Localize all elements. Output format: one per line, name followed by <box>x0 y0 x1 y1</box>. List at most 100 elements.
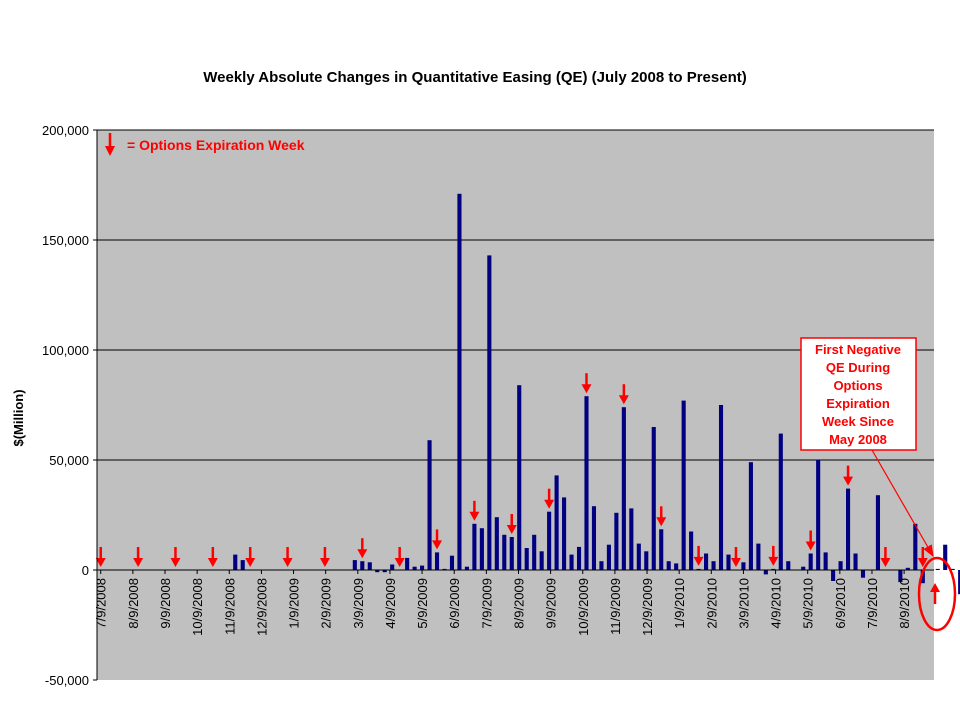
bar <box>718 405 724 570</box>
expiration-arrow <box>506 514 517 534</box>
x-tick-label: 1/9/2010 <box>672 578 687 629</box>
bar <box>763 570 768 575</box>
legend: = Options Expiration Week <box>105 133 305 156</box>
bar <box>591 506 597 570</box>
annotation-line-6: May 2008 <box>829 432 887 447</box>
x-tick-label: 6/9/2009 <box>447 578 462 629</box>
bar <box>434 552 440 570</box>
expiration-arrow <box>394 547 405 567</box>
expiration-markers <box>95 373 940 604</box>
expiration-arrow <box>544 488 555 509</box>
expiration-arrow <box>730 547 741 567</box>
x-tick-labels: 7/9/2008 8/9/2008 9/9/2008 10/9/2008 11/9/20… <box>94 570 912 636</box>
bar <box>494 517 499 570</box>
x-tick-label: 12/9/2008 <box>254 578 269 636</box>
x-tick-label: 8/9/2008 <box>126 578 141 629</box>
bar <box>412 566 417 570</box>
x-tick-label: 3/9/2010 <box>736 578 751 629</box>
expiration-arrow <box>469 500 480 521</box>
bar <box>689 531 694 570</box>
bar <box>382 570 387 573</box>
x-tick-label: 11/9/2009 <box>608 578 623 635</box>
bar <box>696 568 701 570</box>
bar <box>562 497 567 570</box>
bar <box>449 555 455 570</box>
x-tick-label: 5/9/2010 <box>801 578 816 629</box>
x-tick-label: 9/9/2009 <box>544 578 559 629</box>
expiration-arrow <box>245 547 256 567</box>
bar <box>846 488 851 570</box>
bar <box>905 567 910 570</box>
y-tick-label: 200,000 <box>42 123 89 138</box>
bar <box>599 561 604 570</box>
expiration-arrow <box>618 384 629 405</box>
annotation-line-1: First Negative <box>815 342 901 357</box>
bar <box>666 561 671 570</box>
x-tick-label: 4/9/2009 <box>383 578 398 629</box>
bar <box>838 561 843 570</box>
bar <box>509 537 514 570</box>
bar <box>606 544 611 570</box>
bar <box>390 564 395 570</box>
bar <box>442 568 447 570</box>
x-tick-label: 10/9/2009 <box>576 578 591 636</box>
bar <box>457 193 462 571</box>
bar <box>943 544 948 570</box>
bar <box>464 566 469 570</box>
expiration-arrow <box>805 530 816 551</box>
bar <box>554 475 559 570</box>
y-tick-label: 100,000 <box>42 343 89 358</box>
bar <box>420 565 425 570</box>
x-tick-label: 6/9/2010 <box>833 578 848 629</box>
x-tick-label: 10/9/2008 <box>190 578 205 636</box>
bar <box>487 255 492 570</box>
chart-title: Weekly Absolute Changes in Quantitative … <box>203 69 746 86</box>
x-tick-label: 8/9/2009 <box>511 578 526 629</box>
x-tick-label: 8/9/2010 <box>897 578 912 629</box>
legend-arrow-head <box>105 146 115 156</box>
bar <box>935 568 940 570</box>
bar <box>367 562 372 570</box>
legend-text: = Options Expiration Week <box>127 137 305 153</box>
bar <box>621 407 626 570</box>
x-tick-label: 4/9/2010 <box>769 578 784 629</box>
bar <box>950 568 955 570</box>
bar <box>771 568 776 570</box>
bar <box>659 529 664 570</box>
expiration-arrow <box>319 547 330 567</box>
expiration-arrow <box>207 547 218 567</box>
annotation-line-5: Week Since <box>822 414 894 429</box>
bar <box>405 557 410 570</box>
bar <box>427 440 432 570</box>
bar <box>726 554 731 570</box>
bar <box>502 534 507 570</box>
bar <box>875 495 881 570</box>
x-tick-label: 5/9/2009 <box>415 578 430 629</box>
x-tick-label: 2/9/2010 <box>704 578 719 629</box>
bar <box>479 528 484 570</box>
y-tick-label: 50,000 <box>49 453 89 468</box>
expiration-arrow <box>282 547 293 567</box>
highlight-up-arrow <box>930 583 940 604</box>
expiration-arrow <box>768 545 779 566</box>
bar <box>644 551 649 570</box>
bar <box>808 553 813 570</box>
x-tick-label: 1/9/2009 <box>287 578 302 629</box>
bar <box>920 570 925 584</box>
bar <box>539 551 544 570</box>
y-tick-label: 150,000 <box>42 233 89 248</box>
x-tick-label: 9/9/2008 <box>158 578 173 629</box>
bar <box>636 543 641 570</box>
bar <box>629 508 634 570</box>
bar <box>823 552 828 570</box>
bar <box>584 396 589 570</box>
expiration-arrow <box>917 547 928 567</box>
plot-area <box>97 130 934 680</box>
bar <box>674 563 679 570</box>
annotation-line-4: Expiration <box>826 396 890 411</box>
expiration-arrow <box>357 538 368 559</box>
x-tick-label: 3/9/2009 <box>351 578 366 629</box>
expiration-arrow <box>95 547 106 567</box>
bar <box>913 523 918 570</box>
